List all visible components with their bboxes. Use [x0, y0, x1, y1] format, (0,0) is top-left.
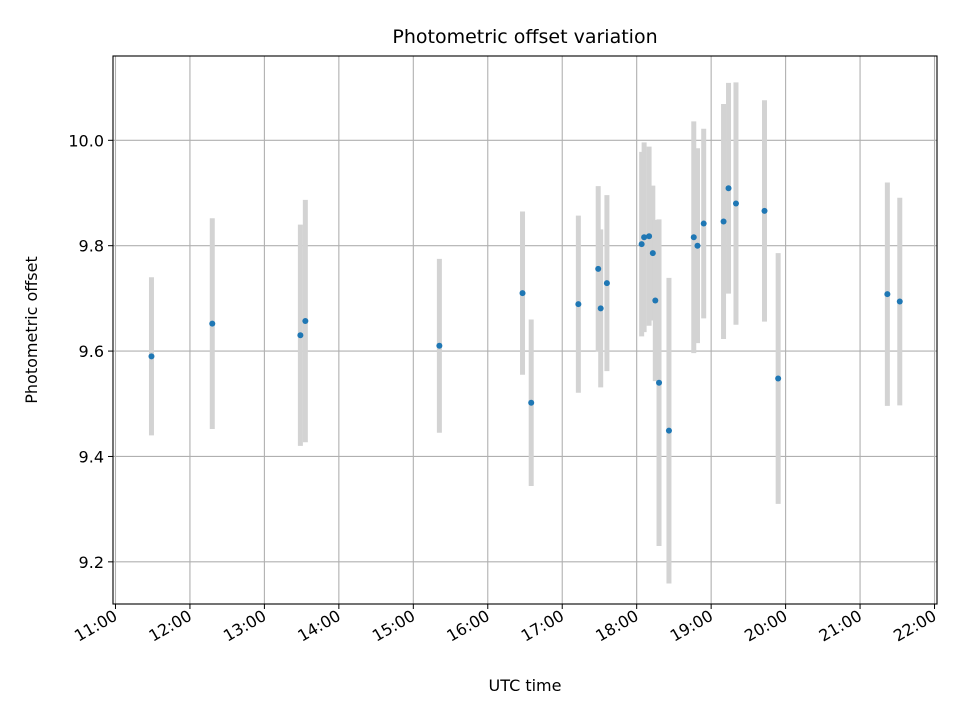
- x-tick-label: 19:00: [667, 606, 716, 646]
- data-point: [700, 220, 707, 227]
- grid: [113, 56, 937, 604]
- data-point: [641, 234, 648, 241]
- data-point: [720, 218, 727, 225]
- data-point: [519, 290, 526, 297]
- x-tick-label: 14:00: [294, 606, 343, 646]
- y-tick-label: 9.6: [79, 342, 104, 361]
- data-points: [148, 185, 903, 434]
- chart-title: Photometric offset variation: [392, 26, 657, 48]
- y-tick-label: 9.4: [79, 447, 104, 466]
- x-axis-label: UTC time: [489, 676, 562, 695]
- data-point: [302, 318, 309, 325]
- data-point: [775, 375, 782, 382]
- y-tick-label: 10.0: [68, 131, 104, 150]
- data-point: [649, 250, 656, 257]
- x-tick-label: 16:00: [443, 606, 492, 646]
- data-point: [646, 233, 653, 240]
- data-point: [665, 427, 672, 434]
- data-point: [652, 297, 659, 304]
- data-point: [694, 242, 701, 249]
- data-point: [896, 298, 903, 305]
- data-point: [148, 353, 155, 360]
- data-point: [761, 207, 768, 214]
- data-point: [725, 185, 732, 192]
- data-point: [595, 265, 602, 272]
- x-tick-label: 22:00: [890, 606, 939, 646]
- x-tick-label: 11:00: [71, 606, 120, 646]
- data-point: [603, 280, 610, 287]
- data-point: [638, 241, 645, 248]
- plot-frame: [112, 55, 938, 605]
- x-tick-label: 21:00: [816, 606, 865, 646]
- data-point: [575, 301, 582, 308]
- data-point: [656, 379, 663, 386]
- data-point: [209, 320, 216, 327]
- x-tick-label: 17:00: [518, 606, 567, 646]
- x-tick-label: 12:00: [146, 606, 195, 646]
- data-point: [732, 200, 739, 207]
- data-point: [884, 291, 891, 298]
- y-tick-label: 9.8: [79, 237, 104, 256]
- y-tick-label: 9.2: [79, 553, 104, 572]
- data-point: [297, 332, 304, 339]
- x-tick-label: 13:00: [220, 606, 269, 646]
- error-bars: [148, 82, 903, 584]
- data-point: [597, 305, 604, 312]
- data-point: [690, 234, 697, 241]
- data-point: [528, 399, 535, 406]
- data-point: [436, 342, 443, 349]
- x-tick-label: 15:00: [369, 606, 418, 646]
- axis-ticks: 11:00 12:00 13:00 14:00 15:00 16:00 17:00 18:00…: [68, 131, 939, 645]
- x-tick-label: 20:00: [741, 606, 790, 646]
- y-axis-label: Photometric offset: [22, 256, 41, 404]
- x-tick-label: 18:00: [592, 606, 641, 646]
